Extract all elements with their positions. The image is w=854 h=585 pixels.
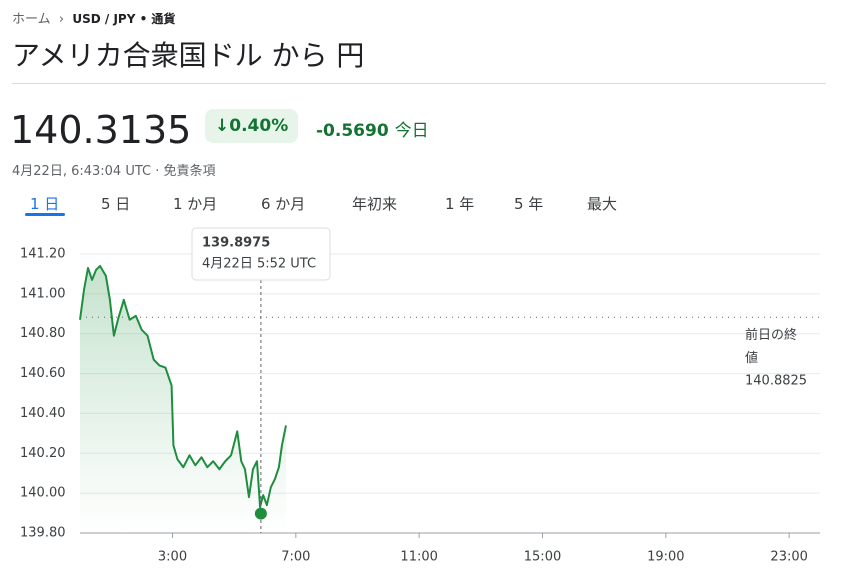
x-tick-label: 15:00	[524, 550, 561, 565]
y-tick-label: 140.80	[20, 326, 66, 341]
breadcrumb-current: USD / JPY • 通貨	[72, 12, 176, 26]
price-line	[79, 264, 287, 509]
separator	[12, 83, 826, 84]
range-tab[interactable]: 5 日	[101, 195, 131, 213]
range-tab[interactable]: 1 か月	[173, 195, 218, 213]
page-title: アメリカ合衆国ドル から 円	[12, 39, 365, 72]
x-tick-label: 19:00	[647, 550, 684, 565]
area-fill	[80, 265, 286, 533]
timestamp: 4月22日, 6:43:04 UTC · 免責条項	[12, 164, 216, 179]
tooltip-value: 139.8975	[202, 236, 270, 251]
range-tab[interactable]: 6 か月	[261, 195, 306, 213]
y-tick-label: 141.00	[20, 286, 66, 301]
tooltip-time: 4月22日 5:52 UTC	[202, 257, 316, 272]
change-period: 今日	[394, 121, 429, 141]
label-line: 値	[745, 350, 758, 366]
previous-close-label: 前日の終値	[745, 327, 797, 366]
range-tab[interactable]: 年初来	[352, 195, 398, 213]
down-arrow: ↓	[215, 116, 230, 136]
price: 140.3135	[10, 108, 192, 152]
range-tab[interactable]: 最大	[587, 195, 618, 213]
home-link[interactable]: ホーム	[12, 12, 51, 27]
range-tab[interactable]: 5 年	[514, 195, 544, 213]
change-abs: -0.5690	[316, 121, 389, 141]
y-tick-label: 140.60	[20, 366, 66, 381]
range-tab[interactable]: 1 日	[30, 195, 60, 213]
label-line: 前日の終	[745, 327, 797, 343]
change-chip: ↓0.40%	[205, 109, 299, 143]
range-tab[interactable]: 1 年	[445, 195, 475, 213]
hover-point	[254, 507, 267, 520]
y-tick-label: 140.00	[20, 486, 66, 501]
x-tick-label: 11:00	[400, 550, 437, 565]
tab-underline	[25, 213, 65, 216]
y-tick-label: 141.20	[20, 247, 66, 262]
breadcrumb: ホーム › USD / JPY • 通貨	[12, 12, 176, 27]
y-tick-label: 139.80	[20, 526, 66, 541]
change-percent: 0.40%	[229, 116, 289, 136]
y-tick-label: 140.40	[20, 406, 66, 421]
tooltip-box	[191, 227, 331, 281]
x-tick-label: 23:00	[770, 550, 807, 565]
x-tick-label: 3:00	[158, 550, 187, 565]
previous-close-value: 140.8825	[745, 374, 807, 389]
x-tick-label: 7:00	[281, 550, 310, 565]
y-tick-label: 140.20	[20, 446, 66, 461]
change: -0.5690 今日	[316, 116, 429, 141]
